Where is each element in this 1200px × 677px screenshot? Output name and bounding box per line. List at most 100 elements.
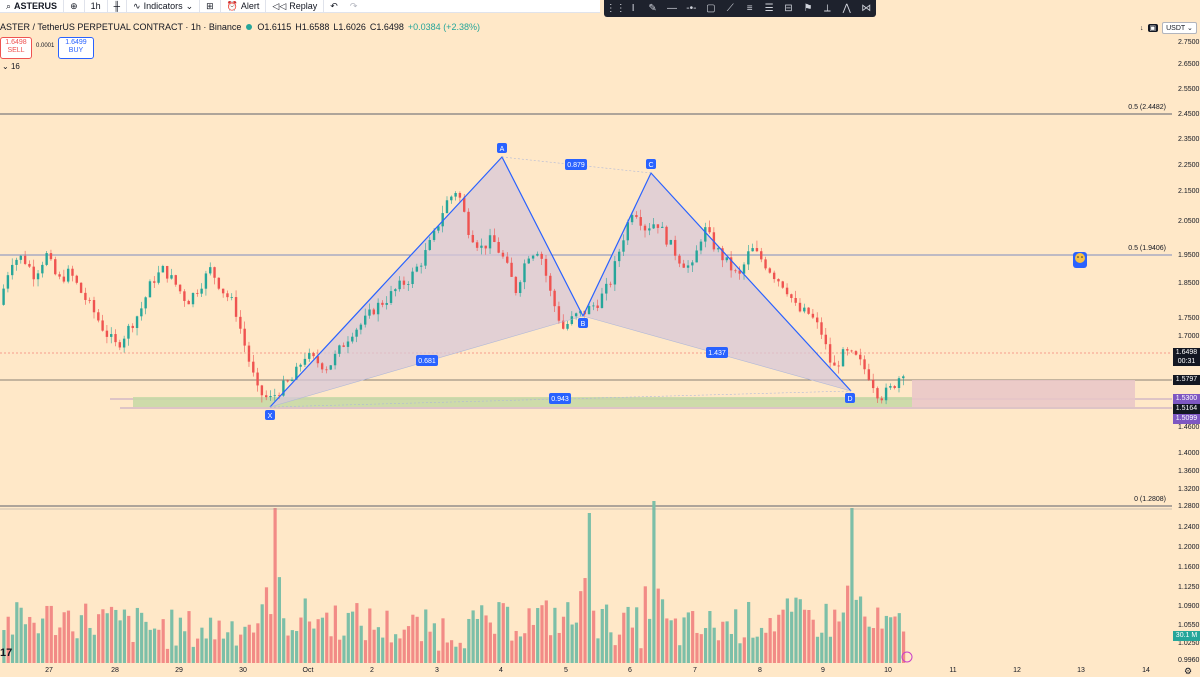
candle-body <box>148 281 152 298</box>
trend-line-icon[interactable]: ⟋ <box>726 3 734 14</box>
point-d[interactable]: D <box>845 393 855 403</box>
candle-body <box>260 385 264 396</box>
volume-bar <box>363 640 368 663</box>
point-x[interactable]: X <box>265 410 275 420</box>
close-value: C1.6498 <box>369 22 404 32</box>
redo-button[interactable]: ↷ <box>344 0 364 12</box>
svg-text:0.681: 0.681 <box>418 358 436 365</box>
sell-button[interactable]: 1.6498 SELL <box>0 37 32 59</box>
candle-body <box>204 273 208 289</box>
candle-body <box>127 325 130 339</box>
svg-text:X: X <box>268 413 273 420</box>
candle-body <box>531 255 535 259</box>
indicators-button[interactable]: ∿ Indicators ⌄ <box>127 0 201 12</box>
volume-bar <box>157 629 161 663</box>
volume-bar <box>574 622 579 663</box>
volume-bar <box>419 641 424 663</box>
candle-body <box>368 309 371 316</box>
lightning-icon[interactable] <box>901 651 913 663</box>
volume-bar <box>609 632 613 663</box>
chart-legend: ASTER / TetherUS PERPETUAL CONTRACT · 1h… <box>0 22 484 32</box>
ratio-xd[interactable]: 0.943 <box>549 393 571 404</box>
buy-button[interactable]: 1.6499 BUY <box>58 37 94 59</box>
price-scale[interactable]: 2.7500 2.6500 2.5500 2.4500 2.3500 2.2500 2.15… <box>1178 39 1200 664</box>
candle-body <box>630 215 634 223</box>
volume-bar <box>333 605 337 663</box>
alert-button[interactable]: ⏰ Alert <box>221 0 267 12</box>
volume-bar <box>828 636 833 663</box>
rectangle-icon[interactable]: ▢ <box>706 3 716 14</box>
price-tick-label: 1.4600 <box>1178 424 1200 431</box>
candle-body <box>364 315 367 325</box>
price-tick-label: 2.2500 <box>1178 162 1200 169</box>
candle-body <box>49 253 53 260</box>
volume-bar <box>88 627 92 663</box>
avatar-icon[interactable] <box>1073 252 1087 268</box>
interval-button[interactable]: 1h <box>85 0 108 12</box>
add-symbol-button[interactable]: ⊕ <box>64 0 85 12</box>
layouts-button[interactable]: ⊞ <box>200 0 221 12</box>
volume-bar <box>230 621 234 663</box>
volume-bar <box>286 635 290 663</box>
pattern-icon[interactable]: ⋀ <box>842 3 851 14</box>
replay-button[interactable]: ◁◁ Replay <box>266 0 325 12</box>
candle-body <box>110 334 113 337</box>
ratio-bd[interactable]: 1.437 <box>706 347 728 358</box>
ratio-ac[interactable]: 0.879 <box>565 159 587 170</box>
candle-body <box>247 345 251 362</box>
candle-body <box>458 192 462 198</box>
candle-body <box>342 345 345 347</box>
horizontal-ray-icon[interactable]: -•- <box>686 3 697 14</box>
candle-body <box>841 349 845 367</box>
price-tick-label: 1.1600 <box>1178 564 1200 571</box>
symbol-search[interactable]: ⌕ ASTERUS <box>0 0 65 12</box>
settings-icon[interactable]: ⚙ <box>1184 666 1193 676</box>
volume-bar <box>734 609 738 663</box>
text-cursor-icon[interactable]: I <box>631 3 635 14</box>
ratio-xb[interactable]: 0.681 <box>416 355 438 366</box>
volume-bar <box>41 618 45 663</box>
currency-select[interactable]: USDT ⌄ <box>1162 22 1197 34</box>
volume-bar <box>807 609 811 663</box>
drag-handle-icon[interactable]: ⋮⋮ <box>605 3 626 14</box>
long-position-icon[interactable]: ⊟ <box>784 3 793 14</box>
time-axis[interactable]: 27 28 29 30 Oct 2 3 4 5 6 7 8 9 10 11 12 13 14 <box>0 666 1172 677</box>
volume-bar <box>97 614 101 663</box>
undo-button[interactable]: ↶ <box>324 0 344 12</box>
volume-bar <box>901 631 906 663</box>
volume-bar <box>531 624 535 663</box>
point-a[interactable]: A <box>497 143 507 153</box>
screenshot-icon[interactable]: ▣ <box>1147 24 1159 32</box>
indicators-toggle[interactable]: ⌄ 16 <box>2 62 20 71</box>
candle-body <box>329 365 332 370</box>
symbol-title[interactable]: ASTER / TetherUS PERPETUAL CONTRACT · 1h… <box>0 22 242 32</box>
chart-type-button[interactable]: ╫ <box>108 0 128 12</box>
candle-body <box>84 292 87 300</box>
volume-bar <box>406 626 411 663</box>
pattern-diag-ac <box>501 156 652 174</box>
candle-body <box>682 263 685 268</box>
volume-bar <box>273 508 277 663</box>
volume-bar <box>471 610 475 663</box>
volume-bar <box>514 630 518 663</box>
xabcd-icon[interactable]: ⋈ <box>861 3 872 14</box>
down-arrow-icon[interactable]: ↓ <box>1140 24 1144 32</box>
fib-icon[interactable]: ≡ <box>746 3 753 14</box>
zone-pink[interactable] <box>912 380 1135 407</box>
ruler-icon[interactable]: ⟂ <box>824 3 831 14</box>
volume-bar <box>691 611 695 663</box>
parallel-channel-icon[interactable]: ☰ <box>764 3 774 14</box>
horizontal-line-icon[interactable]: — <box>666 3 677 14</box>
flag-icon[interactable]: ⚑ <box>803 3 813 14</box>
volume-bar <box>196 638 200 663</box>
volume-bar <box>58 627 62 663</box>
volume-bar <box>833 609 837 663</box>
point-c[interactable]: C <box>646 159 656 169</box>
brush-icon[interactable]: ✎ <box>648 3 657 14</box>
volume-bar <box>884 615 888 663</box>
candle-body <box>897 378 901 388</box>
point-b[interactable]: B <box>578 318 588 328</box>
zone-green[interactable] <box>133 397 912 407</box>
time-tick-label: 2 <box>370 667 374 674</box>
